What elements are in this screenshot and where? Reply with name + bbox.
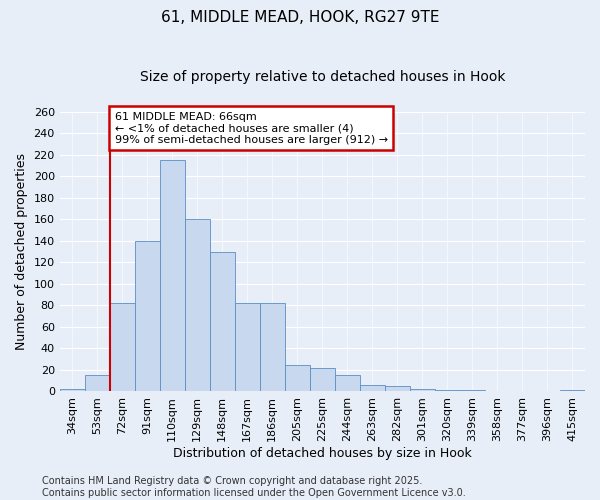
Bar bbox=[360, 385, 385, 392]
Bar bbox=[210, 252, 235, 392]
Bar bbox=[135, 240, 160, 392]
Bar bbox=[185, 219, 210, 392]
Text: Contains HM Land Registry data © Crown copyright and database right 2025.
Contai: Contains HM Land Registry data © Crown c… bbox=[42, 476, 466, 498]
Bar bbox=[560, 390, 585, 392]
X-axis label: Distribution of detached houses by size in Hook: Distribution of detached houses by size … bbox=[173, 447, 472, 460]
Bar bbox=[410, 390, 435, 392]
Bar bbox=[310, 368, 335, 392]
Text: 61, MIDDLE MEAD, HOOK, RG27 9TE: 61, MIDDLE MEAD, HOOK, RG27 9TE bbox=[161, 10, 439, 25]
Bar bbox=[110, 303, 135, 392]
Bar bbox=[460, 390, 485, 392]
Bar bbox=[385, 386, 410, 392]
Text: 61 MIDDLE MEAD: 66sqm
← <1% of detached houses are smaller (4)
99% of semi-detac: 61 MIDDLE MEAD: 66sqm ← <1% of detached … bbox=[115, 112, 388, 145]
Bar bbox=[335, 376, 360, 392]
Bar bbox=[85, 376, 110, 392]
Bar bbox=[160, 160, 185, 392]
Bar bbox=[435, 390, 460, 392]
Bar bbox=[235, 303, 260, 392]
Y-axis label: Number of detached properties: Number of detached properties bbox=[15, 153, 28, 350]
Bar bbox=[285, 364, 310, 392]
Bar bbox=[59, 390, 85, 392]
Title: Size of property relative to detached houses in Hook: Size of property relative to detached ho… bbox=[140, 70, 505, 84]
Bar bbox=[260, 303, 285, 392]
